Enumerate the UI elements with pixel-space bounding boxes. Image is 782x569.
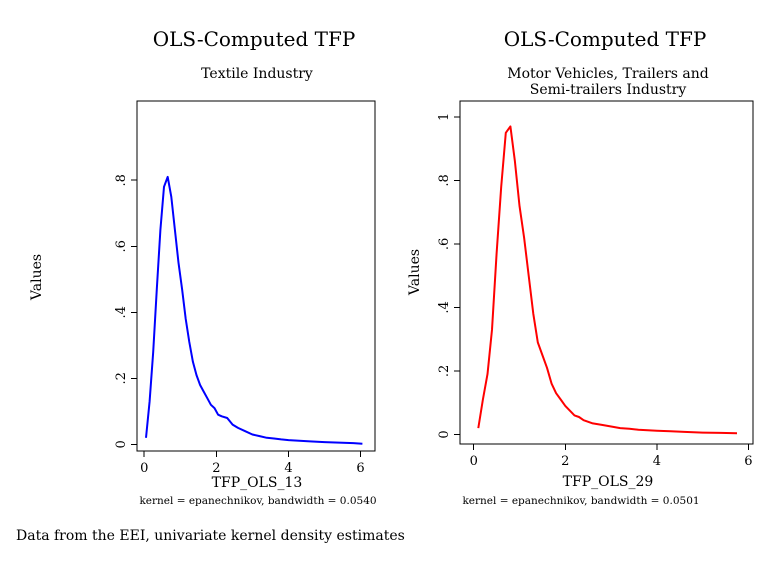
y-tick-label: .2 <box>437 365 452 377</box>
x-tick-label: 2 <box>561 454 569 469</box>
x-axis-label: TFP_OLS_29 <box>563 474 654 490</box>
density-line <box>477 125 738 435</box>
plot-frame <box>459 100 754 445</box>
x-tick-label: 0 <box>140 461 148 476</box>
y-tick-label: .2 <box>114 372 129 384</box>
chart-panel-textile: OLS-Computed TFP Textile Industry Values… <box>29 27 377 507</box>
chart-title: OLS-Computed TFP <box>153 27 356 51</box>
x-axis-label: TFP_OLS_13 <box>212 475 303 491</box>
x-tick-label: 0 <box>470 454 478 469</box>
chart-title: OLS-Computed TFP <box>504 27 707 51</box>
y-axis-label: Values <box>407 249 423 296</box>
y-tick-label: .4 <box>114 306 129 318</box>
chart-subtitle-line-2: Semi-trailers Industry <box>530 82 687 98</box>
plot-frame <box>136 100 376 452</box>
figure-footnote: Data from the EEI, univariate kernel den… <box>16 528 405 544</box>
y-tick-label: .6 <box>114 240 129 252</box>
density-line <box>145 175 363 445</box>
chart-subtitle-line-1: Motor Vehicles, Trailers and <box>507 66 709 82</box>
y-tick-label: 1 <box>437 113 452 121</box>
chart-subtitle-line-1: Textile Industry <box>201 66 313 82</box>
y-ticks: 0 .2 .4 .6 .8 <box>114 174 137 449</box>
x-tick-label: 4 <box>284 461 292 476</box>
chart-panel-motor-vehicles: OLS-Computed TFP Motor Vehicles, Trailer… <box>407 27 754 507</box>
x-ticks: 0 2 4 6 <box>470 444 753 469</box>
y-ticks: 0 .2 .4 .6 .8 1 <box>437 113 460 439</box>
y-tick-label: .4 <box>437 301 452 313</box>
kernel-note: kernel = epanechnikov, bandwidth = 0.054… <box>139 495 376 507</box>
y-axis-label: Values <box>29 254 45 301</box>
y-tick-label: .8 <box>437 174 452 186</box>
y-tick-label: .8 <box>114 174 129 186</box>
x-ticks: 0 2 4 6 <box>140 451 365 476</box>
y-tick-label: .6 <box>437 238 452 250</box>
y-tick-label: 0 <box>114 440 129 448</box>
x-tick-label: 6 <box>744 454 752 469</box>
x-tick-label: 2 <box>212 461 220 476</box>
y-tick-label: 0 <box>437 430 452 438</box>
kernel-note: kernel = epanechnikov, bandwidth = 0.050… <box>462 495 699 507</box>
x-tick-label: 6 <box>356 461 364 476</box>
x-tick-label: 4 <box>653 454 661 469</box>
